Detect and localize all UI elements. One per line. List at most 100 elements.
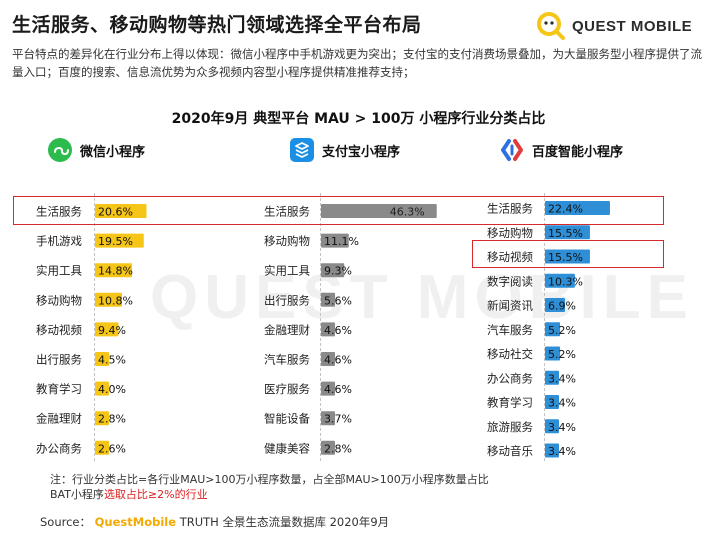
category-label-baidu: 移动购物 [487, 226, 533, 240]
category-label-baidu: 移动社交 [487, 347, 533, 361]
data-label-wechat: 14.8% [98, 265, 133, 278]
data-label-alipay: 4.6% [324, 324, 352, 337]
footnote-highlight: 选取占比≥2%的行业 [103, 488, 208, 501]
bar-wechat [95, 411, 109, 426]
category-label-alipay: 医疗服务 [264, 382, 310, 396]
questmobile-logo: QUEST MOBILE [536, 10, 692, 42]
category-label-wechat: 移动视频 [36, 323, 82, 337]
category-label-alipay: 实用工具 [264, 264, 310, 278]
platform-name-alipay: 支付宝小程序 [322, 144, 401, 160]
data-label-baidu: 3.4% [548, 445, 576, 458]
category-label-alipay: 生活服务 [264, 205, 310, 219]
data-label-baidu: 5.2% [548, 348, 576, 361]
data-label-baidu: 3.4% [548, 397, 576, 410]
source-brand: QuestMobile [94, 515, 177, 529]
bar-alipay [321, 381, 335, 396]
footnote-line-1: 注：行业分类占比=各行业MAU>100万小程序数量，占全部MAU>100万小程序… [50, 473, 489, 486]
category-label-alipay: 汽车服务 [264, 353, 310, 367]
category-label-alipay: 金融理财 [264, 323, 310, 337]
data-label-baidu: 3.4% [548, 372, 576, 385]
highlight-box-life-services [13, 196, 664, 225]
platform-name-baidu: 百度智能小程序 [532, 144, 624, 160]
data-label-alipay: 9.3% [324, 265, 352, 278]
data-label-baidu: 10.3% [548, 275, 583, 288]
data-label-wechat: 10.8% [98, 294, 133, 307]
bar-baidu [545, 249, 590, 264]
bar-baidu [545, 273, 575, 288]
category-label-wechat: 出行服务 [36, 353, 82, 367]
bar-alipay [321, 352, 335, 366]
category-label-wechat: 实用工具 [36, 264, 82, 278]
footnote-line-2: BAT小程序选取占比≥2%的行业 [50, 487, 489, 502]
baidu-miniprogram-icon [500, 138, 524, 162]
data-label-wechat: 20.6% [98, 206, 133, 219]
data-label-alipay: 5.6% [324, 294, 352, 307]
bar-alipay [321, 233, 349, 248]
data-label-alipay: 11.1% [324, 235, 359, 248]
source-label: Source： [40, 515, 91, 529]
data-label-alipay: 46.3% [390, 206, 425, 219]
bar-wechat [95, 233, 144, 248]
wechat-miniprogram-icon [48, 138, 72, 162]
bar-baidu [545, 225, 590, 240]
category-label-baidu: 办公商务 [487, 371, 533, 385]
category-label-alipay: 出行服务 [264, 293, 310, 307]
bar-baidu [545, 370, 559, 385]
category-label-baidu: 移动音乐 [487, 444, 533, 458]
axis-line-wechat [94, 193, 96, 461]
footnote: 注：行业分类占比=各行业MAU>100万小程序数量，占全部MAU>100万小程序… [50, 472, 489, 502]
bar-wechat [95, 352, 109, 366]
bar-alipay [321, 292, 335, 307]
category-label-wechat: 生活服务 [36, 205, 82, 219]
category-label-wechat: 金融理财 [36, 412, 82, 426]
data-label-alipay: 4.6% [324, 354, 352, 367]
data-label-baidu: 6.9% [548, 300, 576, 313]
category-label-baidu: 新闻资讯 [487, 299, 533, 313]
axis-line-baidu [544, 193, 546, 461]
intro-text: 平台特点的差异化在行业分布上得以体现：微信小程序中手机游戏更为突出；支付宝的支付… [12, 47, 702, 79]
category-label-baidu: 数字阅读 [487, 274, 533, 288]
data-label-alipay: 2.8% [324, 442, 352, 455]
category-label-alipay: 健康美容 [264, 441, 310, 455]
platform-header-baidu: 百度智能小程序 [500, 137, 623, 163]
bar-baidu [545, 346, 561, 361]
category-label-wechat: 办公商务 [36, 441, 82, 455]
logo-text: QUEST MOBILE [572, 17, 693, 35]
bar-alipay [321, 263, 345, 278]
category-label-baidu: 生活服务 [487, 202, 533, 216]
data-label-alipay: 3.7% [324, 413, 352, 426]
bar-wechat [95, 292, 122, 307]
bar-baidu [545, 419, 559, 434]
category-label-alipay: 移动购物 [264, 234, 310, 248]
data-label-baidu: 3.4% [548, 421, 576, 434]
data-label-wechat: 2.8% [98, 413, 126, 426]
category-label-baidu: 移动视频 [487, 250, 533, 264]
data-label-baidu: 15.5% [548, 227, 583, 240]
data-label-wechat: 4.5% [98, 354, 126, 367]
category-label-wechat: 手机游戏 [36, 234, 82, 248]
data-label-wechat: 2.6% [98, 442, 126, 455]
bar-baidu [545, 201, 610, 215]
highlight-box-mobile-video [472, 240, 664, 268]
data-label-wechat: 19.5% [98, 235, 133, 248]
questmobile-logo-icon [536, 11, 566, 41]
data-label-wechat: 4.0% [98, 383, 126, 396]
bar-alipay [321, 204, 437, 218]
data-label-baidu: 22.4% [548, 203, 583, 216]
data-label-baidu: 5.2% [548, 324, 576, 337]
footnote-prefix: BAT小程序 [50, 488, 104, 501]
bar-baidu [545, 322, 561, 337]
page-title: 生活服务、移动购物等热门领域选择全平台布局 [12, 14, 422, 36]
data-label-baidu: 15.5% [548, 251, 583, 264]
data-label-alipay: 4.6% [324, 383, 352, 396]
category-label-baidu: 汽车服务 [487, 323, 533, 337]
bar-wechat [95, 440, 109, 455]
category-label-baidu: 旅游服务 [487, 420, 533, 434]
bar-baidu [545, 395, 559, 409]
bar-alipay [321, 411, 335, 426]
bar-baidu [545, 443, 559, 458]
watermark: QUEST MOBILE [150, 263, 694, 332]
alipay-miniprogram-icon [290, 138, 314, 162]
source-line: Source： QuestMobile TRUTH 全景生态流量数据库 2020… [40, 514, 389, 530]
axis-line-alipay [320, 193, 322, 461]
